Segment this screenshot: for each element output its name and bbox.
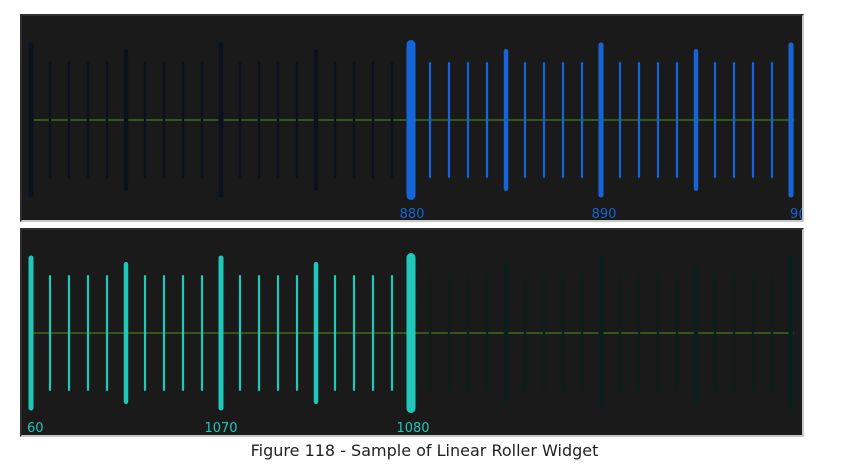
roller-tick [693,49,699,191]
scale-label: 1070 [204,421,237,435]
roller-tick [447,275,451,391]
roller-major-tick [28,42,34,198]
scale-label: 60 [27,421,44,435]
roller-tick [67,62,71,178]
roller-tick [542,62,546,178]
roller-current-tick [406,40,416,200]
linear-roller-blue[interactable]: 880 890 9( [20,14,804,222]
figure-caption: Figure 118 - Sample of Linear Roller Wid… [250,441,599,460]
roller-tick [713,275,717,391]
roller-tick [105,62,109,178]
roller-tick [105,275,109,391]
roller-tick [200,275,204,391]
roller-tick [503,49,509,191]
roller-tick [352,62,356,178]
roller-tick [466,275,470,391]
roller-tick [295,62,299,178]
roller-tick [238,275,242,391]
roller-tick [313,262,319,404]
roller-tick [637,62,641,178]
roller-blue-canvas[interactable]: 880 890 9( [22,16,802,220]
roller-tick [770,275,774,391]
roller-tick [447,62,451,178]
roller-tick [371,275,375,391]
roller-teal-canvas[interactable]: 60 1070 1080 [22,230,802,435]
roller-tick [162,62,166,178]
roller-tick [503,262,509,404]
roller-tick [238,62,242,178]
roller-major-tick [788,255,794,411]
roller-tick [732,62,736,178]
roller-major-tick [218,42,224,198]
roller-major-tick [598,255,604,411]
roller-tick [67,275,71,391]
roller-tick [48,62,52,178]
roller-current-tick [406,253,416,413]
roller-major-tick [598,42,604,198]
roller-tick [580,62,584,178]
roller-tick [637,275,641,391]
roller-tick [257,275,261,391]
roller-tick [751,62,755,178]
roller-tick [713,62,717,178]
roller-tick [371,62,375,178]
roller-tick [162,275,166,391]
roller-tick [181,275,185,391]
roller-tick [143,275,147,391]
roller-tick [466,62,470,178]
roller-tick [276,62,280,178]
roller-major-tick [788,42,794,198]
roller-tick [428,62,432,178]
roller-tick [618,62,622,178]
roller-tick [542,275,546,391]
roller-tick [333,62,337,178]
scale-label: 880 [400,207,425,220]
roller-tick [181,62,185,178]
roller-tick [523,275,527,391]
roller-tick [123,49,129,191]
roller-tick [48,275,52,391]
roller-tick [276,275,280,391]
roller-tick [751,275,755,391]
scale-label: 890 [592,207,617,220]
roller-tick [656,62,660,178]
roller-tick [732,275,736,391]
roller-tick [656,275,660,391]
roller-tick [675,275,679,391]
roller-tick [313,49,319,191]
roller-tick [770,62,774,178]
scale-label: 9( [790,207,802,220]
roller-tick [618,275,622,391]
roller-tick [257,62,261,178]
roller-tick [352,275,356,391]
roller-tick [485,62,489,178]
roller-tick [200,62,204,178]
roller-tick [485,275,489,391]
roller-tick [693,262,699,404]
roller-tick [561,275,565,391]
roller-tick [295,275,299,391]
linear-roller-teal[interactable]: 60 1070 1080 [20,228,804,437]
roller-tick [561,62,565,178]
roller-tick [523,62,527,178]
roller-tick [580,275,584,391]
roller-tick [86,275,90,391]
roller-tick [123,262,129,404]
roller-tick [428,275,432,391]
roller-tick [390,62,394,178]
roller-tick [143,62,147,178]
roller-tick [86,62,90,178]
roller-major-tick [28,255,34,411]
scale-label: 1080 [396,421,429,435]
roller-tick [333,275,337,391]
roller-major-tick [218,255,224,411]
roller-tick [390,275,394,391]
roller-tick [675,62,679,178]
